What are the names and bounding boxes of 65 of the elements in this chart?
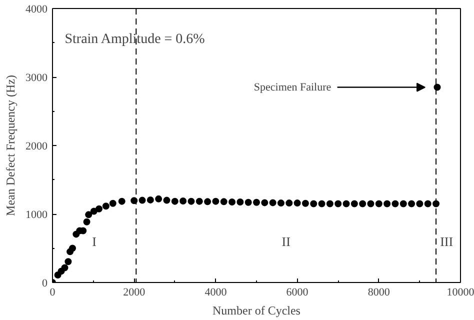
y-tick-label: 0 — [42, 278, 48, 290]
y-axis-title: Mean Defect Frequency (Hz) — [4, 75, 18, 216]
x-tick-label: 8000 — [368, 286, 390, 298]
point — [434, 84, 441, 91]
point — [83, 218, 90, 226]
point — [146, 196, 154, 204]
y-tick-label: 4000 — [26, 4, 48, 16]
point — [196, 198, 203, 205]
point — [220, 198, 228, 206]
point — [408, 200, 416, 208]
point — [180, 197, 187, 204]
point — [326, 200, 334, 208]
point — [342, 200, 350, 208]
point — [61, 264, 68, 272]
y-tick-label: 3000 — [26, 72, 48, 84]
point — [416, 200, 424, 208]
point — [310, 200, 318, 208]
point — [64, 258, 72, 266]
point — [236, 198, 244, 206]
x-tick-label: 10000 — [446, 286, 474, 298]
x-tick-label: 2000 — [123, 286, 146, 298]
x-axis-title: Number of Cycles — [212, 304, 301, 318]
annotation: III — [440, 234, 454, 249]
point — [244, 198, 252, 206]
point — [318, 200, 326, 208]
point — [286, 200, 293, 207]
point — [350, 200, 358, 208]
point — [155, 195, 162, 202]
point — [228, 198, 236, 206]
point — [432, 200, 440, 208]
x-tick-label: 0 — [50, 286, 56, 298]
y-tick-label: 1000 — [26, 209, 48, 221]
y-tick-label: 2000 — [26, 140, 48, 152]
point — [359, 200, 366, 208]
annotation: Specimen Failure — [254, 81, 332, 94]
annotation: I — [92, 234, 96, 249]
point — [400, 200, 407, 208]
point — [212, 198, 220, 205]
annotation: Strain Amplitude = 0.6% — [64, 32, 206, 47]
point — [367, 200, 374, 208]
point — [375, 200, 382, 208]
point — [424, 200, 432, 208]
annotation: II — [282, 234, 290, 249]
point — [96, 205, 103, 212]
point — [138, 196, 146, 204]
x-tick-label: 4000 — [204, 286, 228, 298]
point — [384, 200, 391, 208]
point — [109, 200, 116, 207]
point — [253, 198, 260, 206]
point — [102, 202, 110, 210]
point — [277, 200, 284, 207]
point — [68, 244, 76, 252]
x-tick-label: 6000 — [286, 286, 309, 298]
point — [163, 196, 170, 204]
point — [261, 199, 268, 206]
point — [188, 198, 195, 205]
point — [204, 198, 212, 206]
point — [85, 211, 92, 218]
point — [302, 200, 309, 207]
point — [171, 198, 178, 205]
point — [334, 200, 342, 208]
point — [392, 200, 399, 208]
point — [118, 198, 126, 205]
point — [269, 199, 276, 206]
point — [294, 200, 301, 207]
